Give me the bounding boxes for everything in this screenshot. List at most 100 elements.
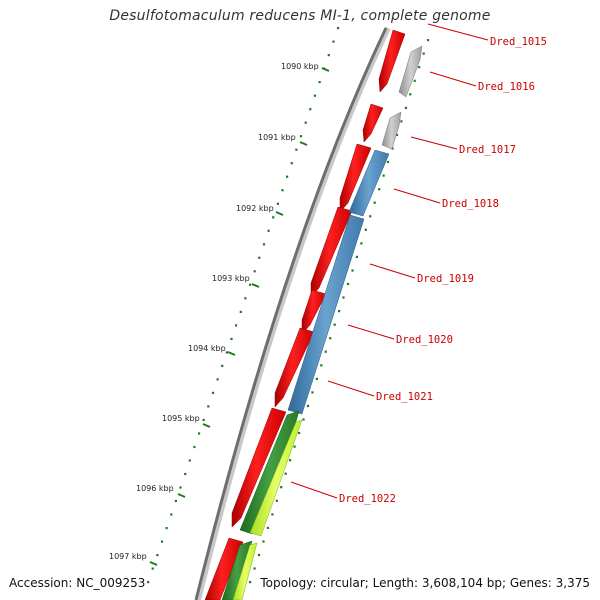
ruler-tick [275, 211, 284, 216]
ruler-dot [427, 39, 430, 42]
feature-track [221, 45, 423, 600]
ruler-dot [413, 79, 416, 82]
gene-label-dred-1020[interactable]: Dred_1020 [396, 334, 453, 346]
ruler-dot [230, 337, 233, 340]
ruler-dot [395, 133, 399, 136]
ruler-dot [184, 472, 187, 476]
ruler-dot [404, 106, 407, 109]
gray-feature [398, 45, 423, 98]
ruler-dot [258, 256, 261, 259]
ruler-dot [311, 391, 314, 394]
ruler-dot [267, 229, 270, 232]
ruler-dot [304, 121, 307, 124]
ruler-dot [318, 81, 321, 84]
gene-label-dred-1018[interactable]: Dred_1018 [442, 198, 499, 210]
ruler-dot [207, 405, 210, 408]
ruler-dot [355, 255, 358, 258]
blue-feature [348, 149, 390, 217]
ruler-dot [179, 486, 182, 489]
leader-line [429, 71, 477, 87]
ruler-dot [333, 323, 336, 326]
ruler-dot [266, 526, 269, 529]
gene-label-dred-1016[interactable]: Dred_1016 [478, 81, 535, 93]
ruler-dot [216, 378, 219, 381]
gene-label-dred-1021[interactable]: Dred_1021 [376, 391, 433, 403]
lime-feature [232, 542, 258, 600]
ruler-dot [165, 527, 168, 530]
ruler-dot [211, 391, 215, 394]
ruler-dot [342, 296, 345, 299]
ruler-dot [346, 282, 350, 286]
ruler-dot [306, 404, 310, 408]
ruler-dot [156, 554, 159, 557]
ruler-dot [253, 567, 256, 570]
ruler-dot [298, 431, 301, 435]
cds-arrow [204, 537, 244, 600]
ruler-dot [284, 472, 287, 475]
ruler-dot [386, 160, 390, 164]
gene-label-dred-1022[interactable]: Dred_1022 [339, 493, 396, 505]
ruler-tick [321, 67, 330, 72]
ruler-dot [276, 202, 279, 205]
cds-track [204, 29, 406, 600]
ruler-dot [378, 188, 381, 191]
ruler-tick-label: 1090 kbp [281, 62, 319, 71]
ruler-dot [174, 499, 177, 503]
ruler-dot [193, 445, 196, 449]
ruler-tick [202, 423, 211, 428]
ruler-dot [262, 540, 265, 543]
leader-line [369, 263, 416, 279]
gene-label-dred-1017[interactable]: Dred_1017 [459, 144, 516, 156]
ruler-dot [198, 432, 201, 435]
ruler-dot [360, 242, 363, 245]
ruler-tick-label: 1095 kbp [162, 414, 200, 423]
ruler-dot [302, 418, 305, 421]
ruler-dot [257, 553, 261, 557]
ruler-dot [422, 52, 425, 55]
green-feature [239, 410, 300, 535]
ruler-dot [290, 162, 293, 165]
backbone [194, 27, 388, 600]
leader-line [410, 136, 458, 150]
ruler-dot [293, 445, 296, 448]
inner-dots [249, 39, 430, 584]
ruler-dot [315, 377, 318, 380]
ruler-dot [329, 337, 332, 340]
ruler-dot [320, 364, 323, 367]
ruler-dot [391, 147, 394, 150]
ruler-dot [275, 499, 278, 502]
cds-arrow [378, 29, 406, 93]
ruler-dot [170, 513, 173, 516]
ruler-dot [338, 310, 341, 313]
ruler-tick-label: 1096 kbp [136, 484, 174, 493]
ruler-dot [262, 243, 266, 246]
ruler-tick [251, 283, 260, 288]
ruler-dot [337, 27, 340, 30]
ruler-tick [227, 351, 236, 356]
genome-summary-text: Topology: circular; Length: 3,608,104 bp… [260, 576, 590, 590]
ruler-dot [351, 269, 354, 272]
ruler-dot [221, 364, 224, 367]
map-title: Desulfotomaculum reducens MI-1, complete… [109, 8, 491, 24]
ruler-dot [249, 581, 252, 584]
gene-label-dred-1019[interactable]: Dred_1019 [417, 273, 474, 285]
ruler-dot [235, 324, 238, 327]
gene-label-dred-1015[interactable]: Dred_1015 [490, 36, 547, 48]
cds-arrow [339, 143, 372, 213]
ruler-dot [373, 201, 376, 204]
cds-arrow [231, 407, 287, 528]
ruler-dot [382, 174, 385, 177]
ruler-dot [400, 120, 403, 123]
leader-line [290, 481, 338, 499]
ruler-dot [253, 270, 256, 273]
leader-line [393, 188, 441, 204]
ruler-dot [289, 459, 292, 462]
ruler-tick [149, 561, 158, 566]
ruler-dot [409, 93, 412, 96]
lime-feature [249, 419, 303, 537]
ruler-dot [280, 486, 283, 489]
ruler-dot [369, 215, 372, 218]
ruler-dot [188, 459, 191, 462]
ruler-tick-label: 1097 kbp [109, 552, 147, 561]
